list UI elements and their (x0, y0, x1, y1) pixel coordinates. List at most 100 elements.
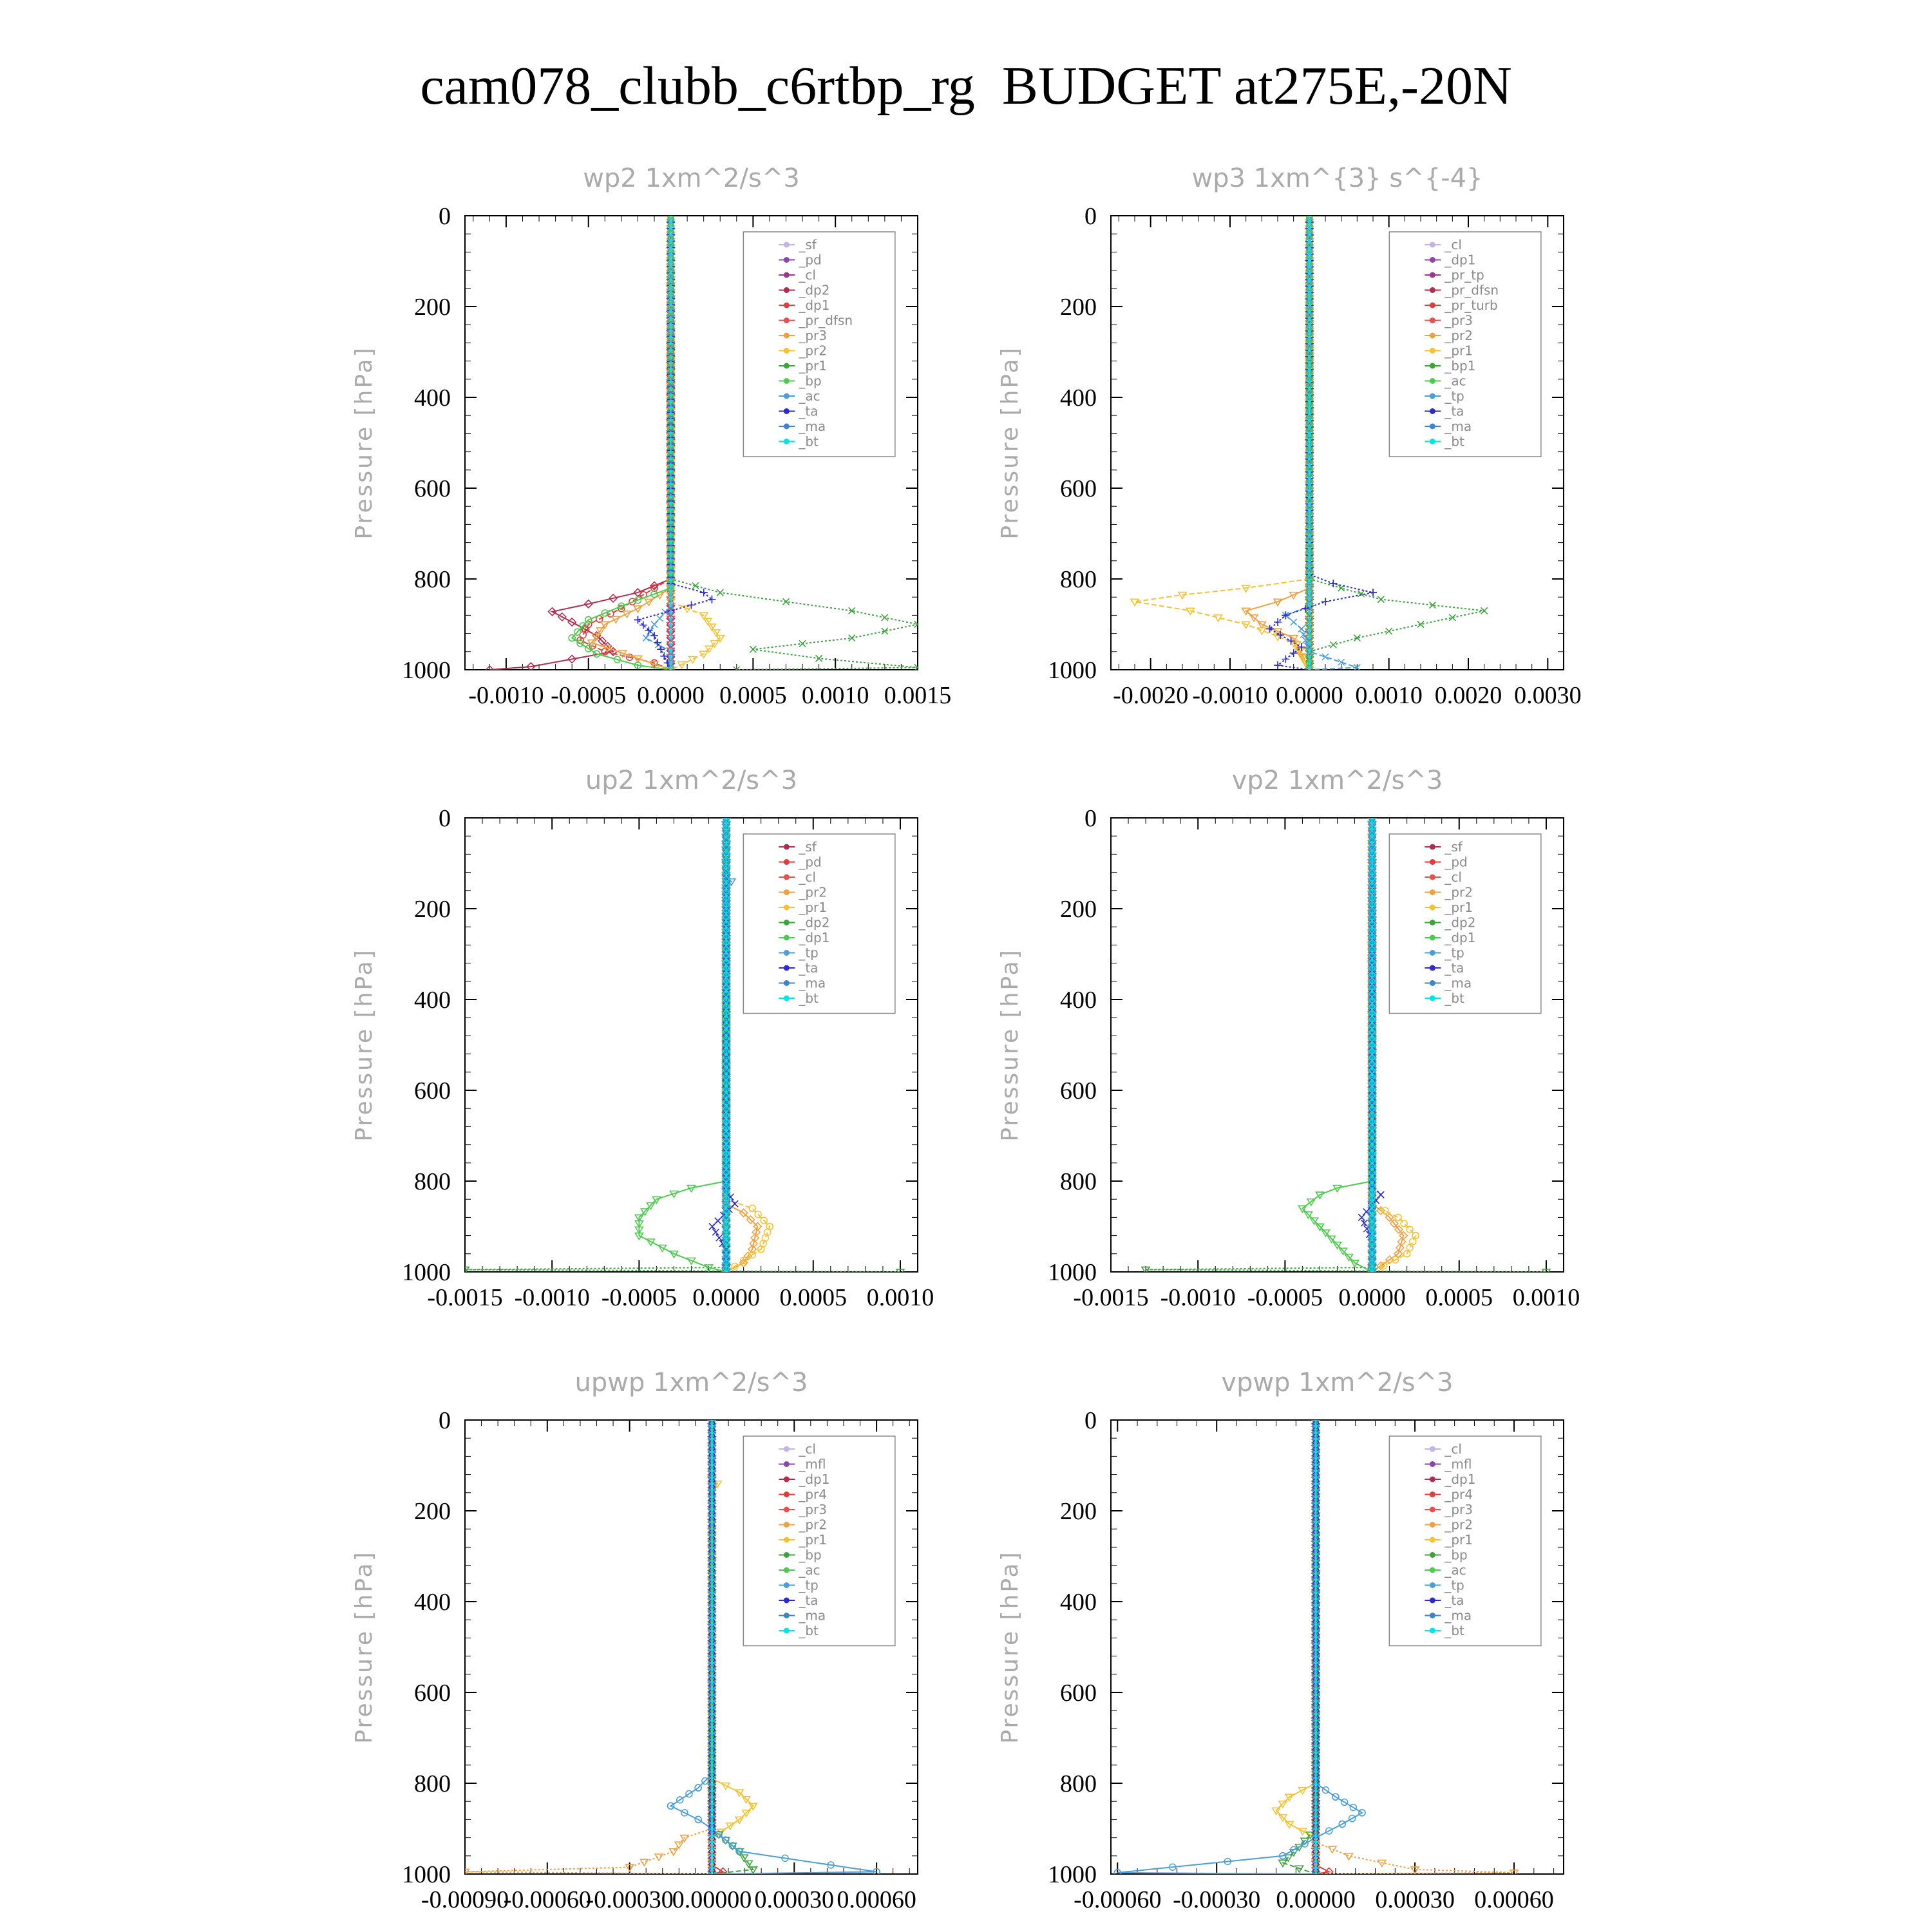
series-marker (1385, 1213, 1394, 1222)
legend-marker (783, 363, 790, 369)
series-marker (1368, 1140, 1376, 1148)
legend-label: _pr_tp (1444, 267, 1484, 283)
series-marker (669, 642, 673, 646)
series-marker (748, 1251, 756, 1259)
y-tick-label: 1000 (402, 1861, 451, 1888)
y-axis-label: Pressure [hPa] (351, 346, 377, 539)
series-marker (1368, 1083, 1376, 1090)
y-tick-label: 0 (439, 1407, 451, 1434)
series-marker (1307, 604, 1311, 608)
series-marker (723, 980, 730, 988)
series-marker (634, 596, 642, 604)
legend-box (743, 833, 896, 1014)
x-tick-label: 0.00000 (672, 1886, 752, 1913)
series-marker (1307, 515, 1311, 518)
series-marker (639, 621, 647, 629)
series-marker (1368, 827, 1376, 835)
series-marker (1389, 1218, 1399, 1228)
series-marker (723, 865, 730, 873)
series-marker (1307, 278, 1311, 281)
series-marker (1368, 1179, 1376, 1186)
x-tick-label: 0.0005 (1426, 1284, 1493, 1311)
y-axis-label: Pressure [hPa] (351, 948, 377, 1141)
series-marker (1307, 412, 1311, 416)
series-marker (669, 399, 673, 403)
page-title: cam078_clubb_c6rtbp_rg BUDGET at275E,-20… (420, 56, 1512, 116)
series-marker (757, 1245, 765, 1253)
y-tick-label: 400 (1060, 384, 1097, 412)
series-marker (1448, 614, 1456, 621)
series-marker (669, 655, 673, 659)
series-marker (601, 609, 609, 617)
legend-marker (783, 287, 790, 293)
series-marker (1307, 598, 1311, 601)
series-marker (669, 553, 673, 556)
series-marker (669, 271, 673, 275)
series-marker (669, 546, 673, 550)
series-marker (584, 616, 592, 624)
series-marker (669, 438, 673, 442)
series-marker (1406, 1226, 1414, 1233)
legend-label: _pr3 (798, 328, 827, 343)
series-marker (1353, 634, 1361, 642)
series-marker (723, 1223, 730, 1231)
legend-marker (783, 965, 790, 971)
series-marker (669, 1251, 679, 1259)
series-marker (657, 645, 665, 654)
series-marker (723, 987, 730, 994)
legend-label: _ta (1444, 960, 1464, 976)
y-tick-label: 600 (414, 1077, 451, 1104)
series-marker (1307, 642, 1311, 646)
series-marker (723, 884, 730, 892)
series-marker (711, 629, 721, 638)
series-marker (1307, 361, 1311, 365)
legend-marker (783, 904, 790, 911)
legend-marker (1429, 393, 1435, 399)
series-marker (669, 636, 673, 639)
y-tick-label: 200 (414, 1498, 451, 1525)
series-marker (568, 634, 576, 642)
series-marker (1307, 297, 1311, 301)
legend-marker (783, 423, 790, 430)
series-marker (1412, 1231, 1419, 1240)
series-marker (669, 348, 673, 352)
series-marker (1368, 999, 1376, 1007)
series-marker (1368, 1115, 1376, 1122)
series-marker (1257, 627, 1267, 636)
series-marker (669, 303, 673, 307)
y-tick-label: 600 (1060, 1077, 1097, 1104)
series-marker (1368, 818, 1376, 822)
series-marker (1360, 1219, 1368, 1227)
x-tick-label: 0.0010 (867, 1284, 934, 1311)
series-marker (1305, 666, 1313, 670)
series-marker (1307, 323, 1311, 327)
series-marker (633, 655, 643, 663)
series-marker (715, 634, 725, 643)
series-line-pr2 (670, 216, 721, 670)
series-marker (1303, 1211, 1313, 1220)
series-marker (1368, 884, 1376, 892)
series-marker (1307, 406, 1311, 410)
series-marker (723, 891, 730, 898)
series-line-tp (1284, 216, 1358, 670)
series-marker (723, 1229, 730, 1237)
series-marker (1307, 617, 1311, 621)
series-marker (634, 1220, 644, 1229)
series-marker (1289, 634, 1298, 643)
series-marker (704, 645, 714, 654)
series-marker (1321, 653, 1329, 661)
series-marker (1394, 1213, 1402, 1222)
series-line-dp1 (1301, 818, 1373, 1272)
series-marker (1296, 653, 1307, 661)
series-marker (723, 1070, 730, 1077)
series-marker (723, 1128, 730, 1135)
series-line-pr3 (591, 216, 672, 670)
series-marker (1298, 625, 1305, 633)
series-marker (723, 961, 730, 969)
series-marker (1376, 1261, 1386, 1271)
legend-marker (783, 257, 790, 263)
series-marker (1368, 1255, 1376, 1263)
y-tick-label: 800 (414, 1168, 451, 1195)
series-marker (1368, 897, 1376, 905)
